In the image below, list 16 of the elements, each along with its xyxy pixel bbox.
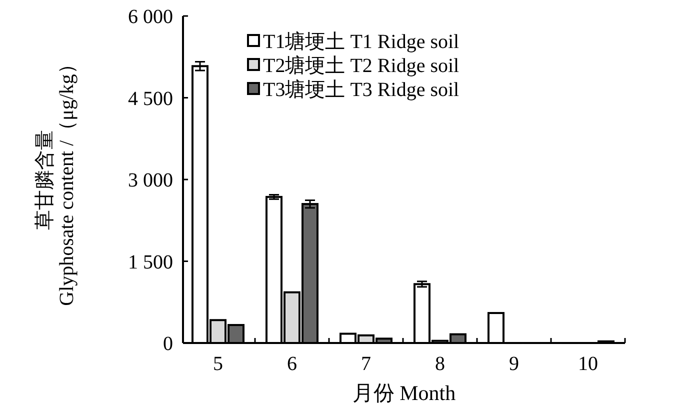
y-tick-label: 6 000	[128, 6, 173, 28]
x-tick-label: 6	[287, 353, 297, 375]
legend-label: T3塘埂土 T3 Ridge soil	[263, 79, 460, 101]
x-tick-label: 7	[361, 353, 371, 375]
y-tick-label: 3 000	[128, 170, 173, 192]
x-axis-title: 月份 Month	[352, 381, 456, 405]
x-tick-label: 8	[435, 353, 445, 375]
legend-label: T1塘埂土 T1 Ridge soil	[263, 31, 460, 53]
y-tick-label: 4 500	[128, 88, 173, 110]
legend-label: T2塘埂土 T2 Ridge soil	[263, 55, 460, 77]
x-tick-label: 10	[578, 353, 598, 375]
x-tick-label: 5	[213, 353, 223, 375]
y-tick-label: 0	[163, 333, 173, 355]
x-tick-label: 9	[509, 353, 519, 375]
y-axis-title: 草甘膦含量 Glyphosate content /（μg/kg）	[34, 54, 78, 306]
y-tick-label: 1 500	[128, 251, 173, 274]
